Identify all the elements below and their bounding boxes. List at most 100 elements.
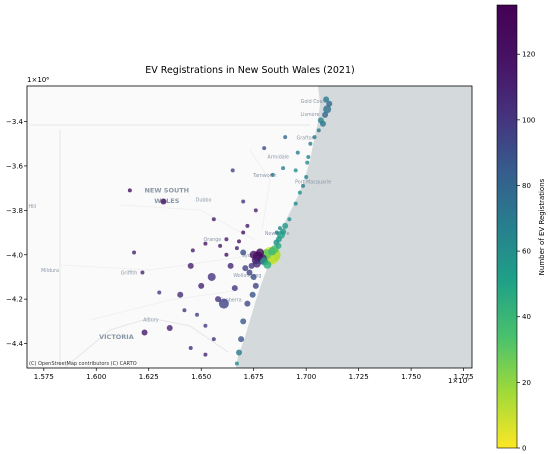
map-place-label: Albury	[143, 317, 159, 323]
map-place-label: VICTORIA	[99, 333, 134, 341]
data-point	[215, 296, 222, 303]
data-point	[275, 242, 282, 249]
data-point	[323, 105, 332, 114]
data-point	[157, 290, 162, 295]
data-point	[231, 285, 238, 292]
data-point	[187, 262, 194, 269]
data-point	[246, 269, 253, 276]
data-point	[195, 312, 200, 317]
data-point	[236, 349, 243, 356]
data-point	[218, 243, 223, 248]
data-point	[281, 166, 286, 171]
map-place-label: Armidale	[268, 155, 289, 161]
data-point	[198, 282, 205, 289]
y-tick-label: −4.0	[6, 251, 23, 259]
map-place-label: Dubbo	[196, 197, 212, 203]
data-point	[287, 217, 292, 222]
ocean-area	[236, 86, 472, 368]
data-point	[306, 155, 311, 160]
data-point	[263, 260, 272, 269]
data-point	[211, 217, 216, 222]
data-point	[203, 352, 208, 357]
data-point	[316, 128, 321, 133]
x-tick-label: 1.575	[34, 373, 54, 381]
colorbar-gradient	[496, 4, 518, 449]
data-point	[182, 308, 187, 313]
data-point	[160, 198, 167, 205]
data-point	[141, 329, 148, 336]
x-tick-label: 1.650	[191, 373, 211, 381]
data-point	[301, 183, 306, 188]
plot-frame	[26, 85, 473, 369]
map-place-label: Canberra	[220, 298, 242, 304]
x-offset-label: 1×10⁷	[448, 377, 470, 385]
y-tick-label: −4.4	[6, 340, 24, 348]
map-place-label: Tamworth	[252, 173, 277, 179]
data-point	[244, 300, 251, 307]
data-point	[230, 168, 235, 173]
data-point	[224, 252, 229, 257]
map-place-label: WALES	[154, 197, 179, 205]
colorbar: 0 20 40 60 80 100 120 Number of EV Registratio…	[496, 4, 546, 453]
x-tick-label: 1.675	[244, 373, 264, 381]
data-point	[224, 237, 229, 242]
data-point	[280, 228, 287, 235]
data-point	[207, 272, 216, 281]
y-offset-label: 1×10⁶	[27, 76, 49, 84]
map-place-label: NEW SOUTH	[144, 187, 189, 195]
data-point	[234, 361, 239, 366]
data-point	[277, 226, 282, 231]
data-point	[238, 336, 245, 343]
data-point	[252, 282, 259, 289]
map-place-label: Griffith	[121, 271, 138, 277]
x-tick-label: 1.775	[454, 373, 474, 381]
state-border	[30, 124, 310, 368]
data-point	[270, 172, 275, 177]
data-point	[255, 248, 264, 257]
chart-title: EV Registrations in New South Wales (202…	[145, 65, 354, 76]
y-tick-label: −3.4	[6, 118, 24, 126]
data-point	[282, 222, 289, 229]
map-place-label: Mildura	[41, 268, 59, 274]
colorbar-tick-label: 0	[522, 445, 526, 453]
map-basemap: Gold Coast Lismore Grafton Armidale Tamworth…	[27, 86, 472, 368]
data-point	[240, 249, 247, 256]
data-point	[211, 337, 216, 342]
colorbar-tick-label: 40	[522, 313, 531, 321]
data-point	[132, 250, 137, 255]
data-point	[326, 100, 333, 107]
x-tick-label: 1.700	[296, 373, 316, 381]
data-point	[241, 199, 246, 204]
data-point	[242, 265, 249, 272]
data-point	[188, 346, 193, 351]
map-place-label: Gold Coast	[301, 99, 327, 105]
data-point	[305, 160, 310, 165]
map-place-label: Wollongong	[233, 273, 261, 279]
y-tick-label: −3.8	[6, 207, 23, 215]
data-point	[190, 248, 195, 253]
data-point	[283, 135, 288, 140]
data-point	[240, 318, 247, 325]
map-place-label: Port Macquarie	[295, 180, 331, 186]
data-point	[140, 270, 145, 275]
data-point	[274, 230, 279, 235]
data-point	[249, 291, 256, 298]
data-point	[297, 190, 302, 195]
data-point	[304, 175, 309, 180]
data-point	[203, 323, 208, 328]
data-point	[253, 208, 258, 213]
data-point	[252, 259, 261, 268]
map-attribution: (C) OpenStreetMap contributors (C) CARTO	[29, 361, 137, 367]
y-tick-label: −3.6	[6, 162, 24, 170]
data-point	[248, 262, 255, 269]
road-lines	[59, 149, 271, 321]
data-point	[323, 96, 330, 103]
colorbar-label: Number of EV Registrations	[538, 178, 546, 275]
data-point	[317, 117, 324, 124]
colorbar-tick-label: 120	[522, 51, 535, 59]
data-point	[262, 146, 267, 151]
data-point	[312, 135, 317, 140]
data-point	[241, 230, 246, 235]
map-place-label: Lismore	[300, 112, 319, 118]
